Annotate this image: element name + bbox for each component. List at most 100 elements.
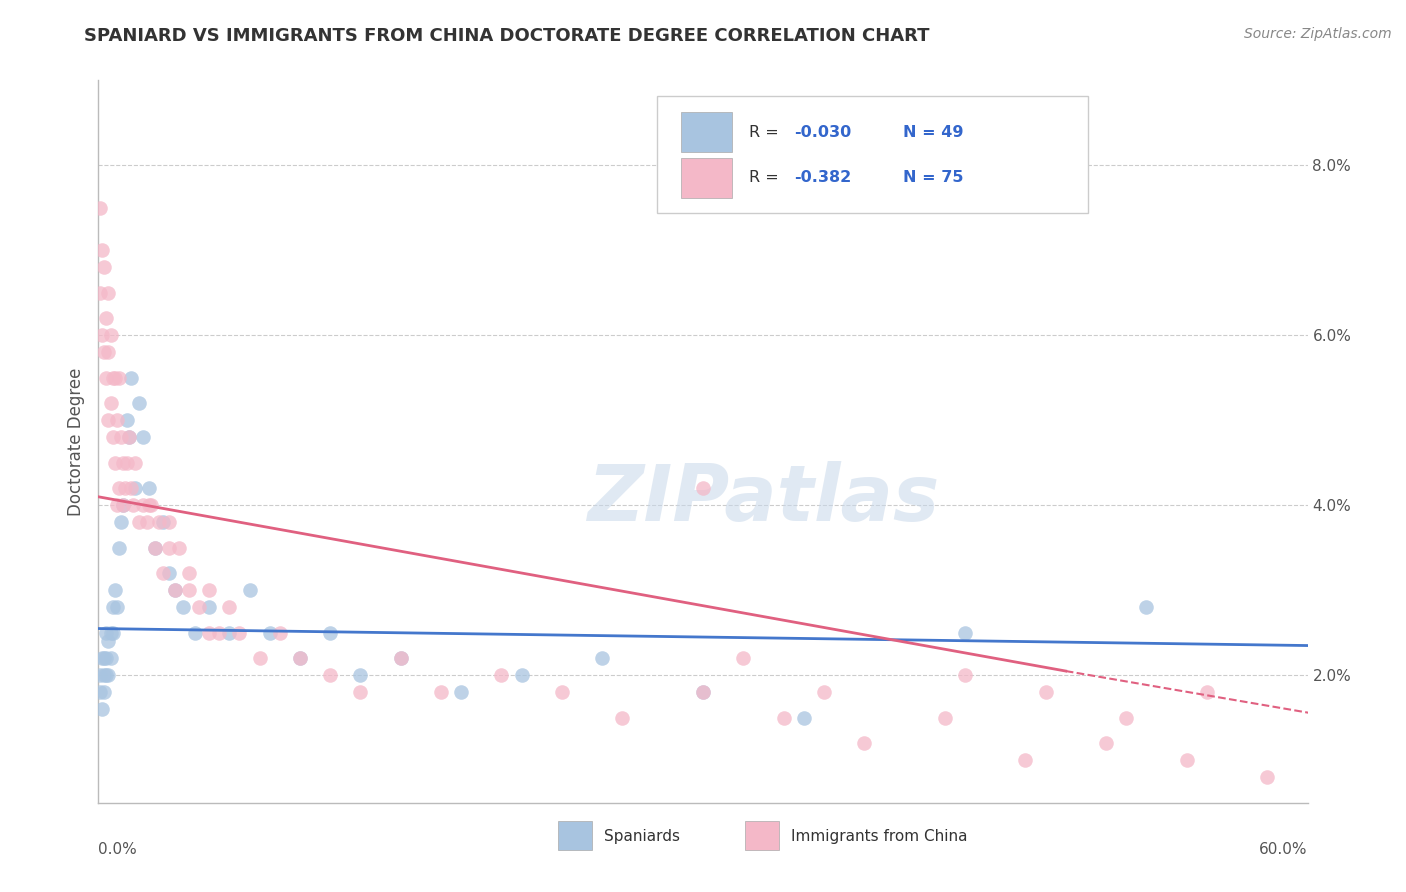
FancyBboxPatch shape <box>745 822 779 850</box>
Point <box>96 311 118 326</box>
Point <box>813 685 835 699</box>
Point <box>93 260 115 275</box>
Point <box>953 668 976 682</box>
Point <box>118 430 141 444</box>
FancyBboxPatch shape <box>682 112 733 153</box>
Point <box>100 651 122 665</box>
Point <box>96 668 118 682</box>
Text: Immigrants from China: Immigrants from China <box>792 830 967 844</box>
Point <box>953 625 976 640</box>
Point <box>101 371 124 385</box>
Point <box>111 498 134 512</box>
Point <box>121 498 143 512</box>
Point <box>772 711 794 725</box>
Point <box>143 541 166 555</box>
Point <box>198 625 221 640</box>
Text: Spaniards: Spaniards <box>603 830 681 844</box>
Point <box>319 625 342 640</box>
Point <box>269 625 291 640</box>
Point <box>228 625 250 640</box>
Point <box>138 481 160 495</box>
Point <box>143 541 166 555</box>
Point <box>107 481 129 495</box>
Point <box>733 651 755 665</box>
Point <box>89 201 111 215</box>
Point <box>148 516 170 530</box>
Point <box>115 456 138 470</box>
Point <box>132 498 155 512</box>
Point <box>1095 736 1118 750</box>
Point <box>96 371 118 385</box>
Point <box>96 625 118 640</box>
Point <box>91 328 114 343</box>
Point <box>853 736 876 750</box>
Point <box>97 634 120 648</box>
Text: -0.030: -0.030 <box>793 125 851 140</box>
Point <box>349 668 371 682</box>
Point <box>124 456 146 470</box>
Point <box>551 685 574 699</box>
Text: N = 75: N = 75 <box>903 170 963 186</box>
Point <box>319 668 342 682</box>
Point <box>259 625 281 640</box>
FancyBboxPatch shape <box>657 96 1087 212</box>
Point <box>128 516 150 530</box>
Point <box>1195 685 1218 699</box>
Point <box>135 516 157 530</box>
Point <box>1135 600 1157 615</box>
Point <box>692 685 714 699</box>
Point <box>157 566 180 581</box>
Point <box>111 498 134 512</box>
Point <box>430 685 453 699</box>
Point <box>591 651 613 665</box>
Point <box>110 430 132 444</box>
Point <box>239 583 262 598</box>
Point <box>97 285 120 300</box>
Point <box>450 685 472 699</box>
Point <box>1115 711 1137 725</box>
Point <box>103 456 125 470</box>
Point <box>152 516 174 530</box>
Point <box>179 566 201 581</box>
Text: 0.0%: 0.0% <box>98 842 138 856</box>
Point <box>288 651 311 665</box>
Point <box>218 625 240 640</box>
Point <box>208 625 231 640</box>
Point <box>389 651 412 665</box>
FancyBboxPatch shape <box>558 822 592 850</box>
FancyBboxPatch shape <box>682 158 733 198</box>
Point <box>128 396 150 410</box>
Point <box>163 583 186 598</box>
Text: R =: R = <box>749 125 783 140</box>
Point <box>89 285 111 300</box>
Text: SPANIARD VS IMMIGRANTS FROM CHINA DOCTORATE DEGREE CORRELATION CHART: SPANIARD VS IMMIGRANTS FROM CHINA DOCTOR… <box>84 27 929 45</box>
Point <box>793 711 815 725</box>
Point <box>97 668 120 682</box>
Point <box>934 711 956 725</box>
Point <box>184 625 207 640</box>
Point <box>101 430 124 444</box>
Point <box>103 371 125 385</box>
Point <box>132 430 155 444</box>
Text: -0.382: -0.382 <box>793 170 851 186</box>
Point <box>157 541 180 555</box>
Point <box>114 481 136 495</box>
Point <box>198 583 221 598</box>
Point <box>118 430 141 444</box>
Point <box>288 651 311 665</box>
Text: ZIPatlas: ZIPatlas <box>588 461 939 537</box>
Point <box>110 516 132 530</box>
Point <box>115 413 138 427</box>
Text: N = 49: N = 49 <box>903 125 963 140</box>
Point <box>163 583 186 598</box>
Point <box>152 566 174 581</box>
Point <box>91 244 114 258</box>
Point <box>93 345 115 359</box>
Point <box>510 668 533 682</box>
Point <box>188 600 211 615</box>
Point <box>157 516 180 530</box>
Point <box>124 481 146 495</box>
Point <box>692 685 714 699</box>
Point <box>93 651 115 665</box>
Point <box>249 651 271 665</box>
